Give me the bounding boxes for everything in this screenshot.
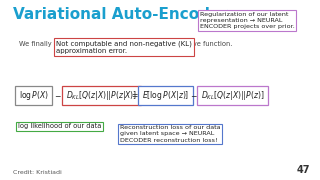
Text: $-$: $-$ <box>190 91 197 99</box>
Text: Variational Auto-Encoder: Variational Auto-Encoder <box>13 7 228 22</box>
Text: $\log P(X)$: $\log P(X)$ <box>19 89 49 102</box>
FancyBboxPatch shape <box>15 86 52 105</box>
FancyBboxPatch shape <box>62 86 140 105</box>
FancyBboxPatch shape <box>138 86 193 105</box>
Text: Not computable and non-negative (KL)
approximation error.: Not computable and non-negative (KL) app… <box>56 40 192 55</box>
Text: $D_{KL}[Q(z|X)||P(z)]$: $D_{KL}[Q(z|X)||P(z)]$ <box>201 89 264 102</box>
Text: Credit: Kristiadi: Credit: Kristiadi <box>13 170 61 175</box>
Text: We finally reach the Variational AutoEncoder objective function.: We finally reach the Variational AutoEnc… <box>19 41 233 47</box>
Text: 47: 47 <box>297 165 310 175</box>
Text: $=$: $=$ <box>130 91 139 99</box>
Text: Reconstruction loss of our data
given latent space → NEURAL
DECODER reconstructi: Reconstruction loss of our data given la… <box>120 125 220 143</box>
Text: Regularization of our latent
representation → NEURAL
ENCODER projects over prior: Regularization of our latent representat… <box>200 12 295 29</box>
Text: log likelihood of our data: log likelihood of our data <box>18 123 101 129</box>
Text: $D_{KL}[Q(z|X)||P(z|X)]$: $D_{KL}[Q(z|X)||P(z|X)]$ <box>66 89 137 102</box>
Text: $-$: $-$ <box>54 91 62 99</box>
Text: $E[\log P(X|z)]$: $E[\log P(X|z)]$ <box>142 89 189 102</box>
FancyBboxPatch shape <box>197 86 268 105</box>
